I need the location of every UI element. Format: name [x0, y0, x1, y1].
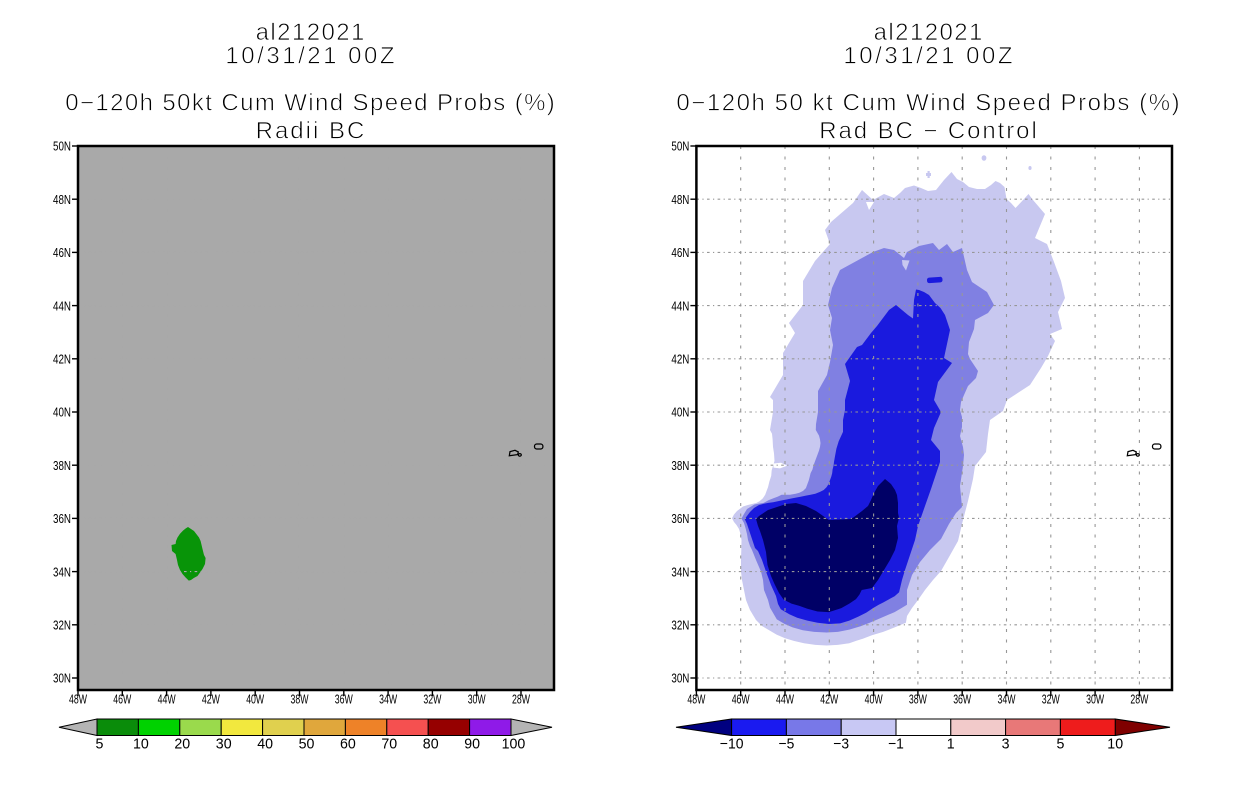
svg-text:48N: 48N — [53, 192, 71, 207]
svg-text:60: 60 — [340, 735, 356, 752]
svg-text:10: 10 — [1107, 735, 1123, 752]
svg-text:48W: 48W — [69, 692, 87, 707]
svg-text:40N: 40N — [671, 405, 689, 420]
svg-text:44W: 44W — [158, 692, 176, 707]
svg-text:0−120h 50 kt Cum Wind Speed Pr: 0−120h 50 kt Cum Wind Speed Probs (%) — [676, 90, 1179, 117]
svg-text:al212021: al212021 — [256, 19, 365, 46]
svg-text:3: 3 — [1002, 735, 1010, 752]
svg-text:−5: −5 — [779, 735, 795, 752]
svg-text:42N: 42N — [53, 352, 71, 367]
svg-text:44W: 44W — [776, 692, 794, 707]
svg-text:48W: 48W — [687, 692, 705, 707]
svg-text:70: 70 — [381, 735, 397, 752]
svg-text:38W: 38W — [291, 692, 309, 707]
svg-text:40N: 40N — [53, 405, 71, 420]
svg-text:30N: 30N — [53, 671, 71, 686]
svg-text:0−120h 50kt Cum Wind Speed Pro: 0−120h 50kt Cum Wind Speed Probs (%) — [65, 90, 555, 117]
svg-text:32W: 32W — [1042, 692, 1060, 707]
svg-text:al212021: al212021 — [874, 19, 983, 46]
svg-text:40W: 40W — [246, 692, 264, 707]
svg-text:38N: 38N — [53, 458, 71, 473]
svg-text:46N: 46N — [53, 245, 71, 260]
svg-text:50N: 50N — [671, 139, 689, 154]
svg-text:42N: 42N — [671, 352, 689, 367]
svg-text:80: 80 — [423, 735, 439, 752]
svg-text:30W: 30W — [468, 692, 486, 707]
svg-text:5: 5 — [96, 735, 104, 752]
svg-text:34W: 34W — [379, 692, 397, 707]
svg-text:38N: 38N — [671, 458, 689, 473]
svg-text:42W: 42W — [820, 692, 838, 707]
svg-text:28W: 28W — [512, 692, 530, 707]
svg-text:50: 50 — [299, 735, 315, 752]
svg-text:Rad BC − Control: Rad BC − Control — [819, 118, 1037, 145]
svg-text:36W: 36W — [335, 692, 353, 707]
svg-text:10/31/21 00Z: 10/31/21 00Z — [225, 43, 394, 70]
svg-text:46W: 46W — [732, 692, 750, 707]
svg-text:30: 30 — [216, 735, 232, 752]
svg-text:48N: 48N — [671, 192, 689, 207]
svg-text:46N: 46N — [671, 245, 689, 260]
svg-text:90: 90 — [464, 735, 480, 752]
svg-text:−10: −10 — [720, 735, 744, 752]
svg-text:46W: 46W — [113, 692, 131, 707]
svg-text:30W: 30W — [1086, 692, 1104, 707]
svg-text:10: 10 — [133, 735, 149, 752]
svg-text:44N: 44N — [53, 298, 71, 313]
svg-text:10/31/21 00Z: 10/31/21 00Z — [843, 43, 1012, 70]
svg-text:42W: 42W — [202, 692, 220, 707]
svg-text:36N: 36N — [671, 511, 689, 526]
svg-text:32W: 32W — [423, 692, 441, 707]
svg-text:40: 40 — [257, 735, 273, 752]
svg-text:−1: −1 — [888, 735, 904, 752]
svg-text:44N: 44N — [671, 298, 689, 313]
svg-text:28W: 28W — [1130, 692, 1148, 707]
svg-text:40W: 40W — [865, 692, 883, 707]
svg-text:20: 20 — [174, 735, 190, 752]
svg-text:34W: 34W — [998, 692, 1016, 707]
svg-text:50N: 50N — [53, 139, 71, 154]
svg-text:34N: 34N — [671, 564, 689, 579]
svg-text:38W: 38W — [909, 692, 927, 707]
svg-text:32N: 32N — [53, 618, 71, 633]
svg-text:100: 100 — [502, 735, 526, 752]
svg-text:5: 5 — [1057, 735, 1065, 752]
svg-text:34N: 34N — [53, 564, 71, 579]
svg-text:36W: 36W — [953, 692, 971, 707]
svg-text:36N: 36N — [53, 511, 71, 526]
svg-text:30N: 30N — [671, 671, 689, 686]
svg-text:−3: −3 — [833, 735, 849, 752]
svg-text:32N: 32N — [671, 618, 689, 633]
svg-text:Radii BC: Radii BC — [256, 118, 365, 145]
svg-text:1: 1 — [947, 735, 955, 752]
